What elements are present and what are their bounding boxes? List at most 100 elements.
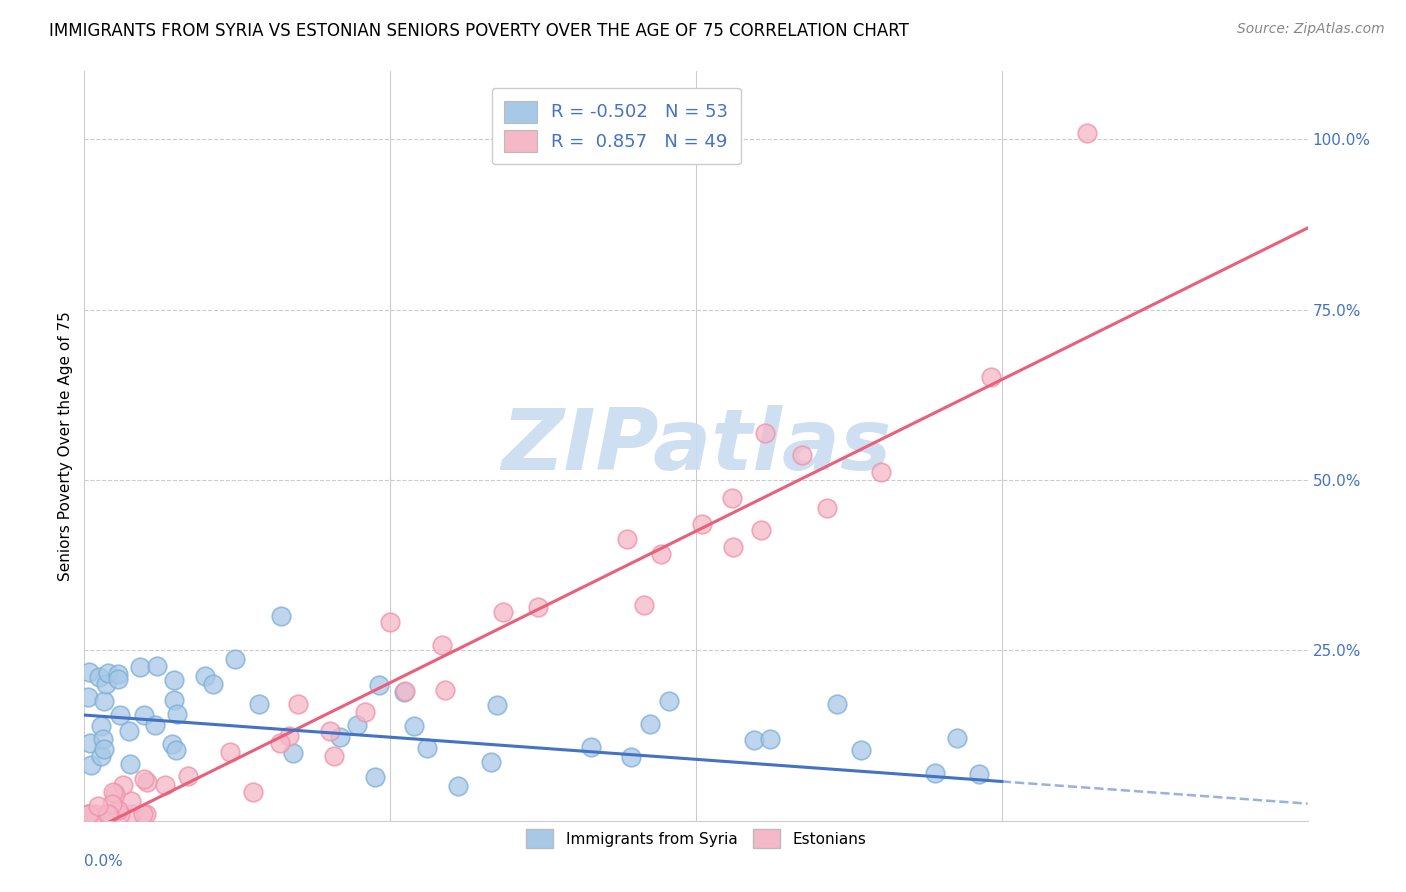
Point: [364, 771, 387, 785]
Point: [346, 718, 368, 732]
Text: 0.0%: 0.0%: [84, 855, 124, 870]
Point: [368, 678, 391, 692]
Point: [84, 806, 107, 821]
Point: [146, 658, 169, 673]
Point: [620, 750, 643, 764]
Point: [492, 605, 515, 619]
Point: [481, 755, 503, 769]
Point: [392, 685, 415, 699]
Point: [80, 757, 103, 772]
Point: [79, 736, 101, 750]
Point: [108, 806, 131, 821]
Point: [136, 775, 159, 789]
Point: [579, 739, 602, 754]
Point: [135, 806, 157, 821]
Point: [721, 540, 744, 554]
Point: [132, 708, 155, 723]
Point: [318, 723, 340, 738]
Point: [849, 743, 872, 757]
Point: [163, 673, 186, 687]
Point: [754, 425, 776, 440]
Point: [112, 778, 135, 792]
Point: [690, 516, 713, 531]
Point: [107, 666, 129, 681]
Point: [77, 806, 100, 821]
Point: [759, 731, 782, 746]
Point: [742, 733, 765, 747]
Point: [969, 767, 991, 781]
Point: [434, 683, 457, 698]
Point: [93, 741, 115, 756]
Point: [166, 706, 188, 721]
Point: [120, 757, 142, 772]
Point: [163, 692, 186, 706]
Point: [825, 697, 848, 711]
Point: [1076, 126, 1098, 140]
Point: [870, 465, 893, 479]
Point: [90, 719, 112, 733]
Point: [177, 769, 200, 783]
Point: [526, 600, 548, 615]
Point: [650, 548, 672, 562]
Point: [101, 797, 124, 812]
Point: [93, 694, 115, 708]
Point: [270, 609, 292, 624]
Point: [87, 670, 110, 684]
Point: [924, 766, 946, 780]
Point: [194, 669, 217, 683]
Point: [97, 666, 120, 681]
Point: [247, 697, 270, 711]
Point: [87, 798, 110, 813]
Point: [404, 719, 426, 733]
Point: [287, 697, 309, 711]
Text: ZIPatlas: ZIPatlas: [501, 404, 891, 488]
Point: [328, 730, 350, 744]
Point: [107, 672, 129, 686]
Point: [219, 745, 242, 759]
Point: [96, 677, 118, 691]
Point: [143, 718, 166, 732]
Point: [485, 698, 508, 712]
Point: [633, 599, 655, 613]
Point: [792, 448, 814, 462]
Point: [242, 785, 264, 799]
Point: [97, 806, 120, 821]
Point: [121, 806, 143, 821]
Point: [90, 749, 112, 764]
Y-axis label: Seniors Poverty Over the Age of 75: Seniors Poverty Over the Age of 75: [58, 311, 73, 581]
Point: [153, 778, 176, 792]
Point: [91, 732, 114, 747]
Point: [281, 746, 304, 760]
Point: [616, 532, 638, 546]
Point: [416, 740, 439, 755]
Legend: Immigrants from Syria, Estonians: Immigrants from Syria, Estonians: [520, 823, 872, 855]
Point: [980, 369, 1002, 384]
Point: [165, 743, 187, 757]
Point: [134, 772, 156, 786]
Point: [269, 736, 291, 750]
Point: [77, 690, 100, 704]
Point: [638, 716, 661, 731]
Point: [323, 749, 346, 764]
Point: [77, 806, 100, 821]
Point: [378, 615, 401, 630]
Point: [946, 731, 969, 745]
Point: [447, 779, 470, 793]
Point: [120, 795, 142, 809]
Point: [224, 652, 246, 666]
Point: [815, 501, 838, 516]
Text: IMMIGRANTS FROM SYRIA VS ESTONIAN SENIORS POVERTY OVER THE AGE OF 75 CORRELATION: IMMIGRANTS FROM SYRIA VS ESTONIAN SENIOR…: [49, 22, 910, 40]
Point: [354, 705, 377, 719]
Point: [160, 737, 183, 751]
Point: [721, 491, 744, 505]
Point: [104, 787, 127, 801]
Point: [118, 724, 141, 739]
Point: [77, 665, 100, 679]
Point: [107, 803, 129, 817]
Point: [108, 708, 131, 723]
Point: [277, 729, 299, 743]
Point: [94, 806, 117, 821]
Point: [658, 693, 681, 707]
Point: [98, 806, 121, 821]
Point: [77, 806, 100, 821]
